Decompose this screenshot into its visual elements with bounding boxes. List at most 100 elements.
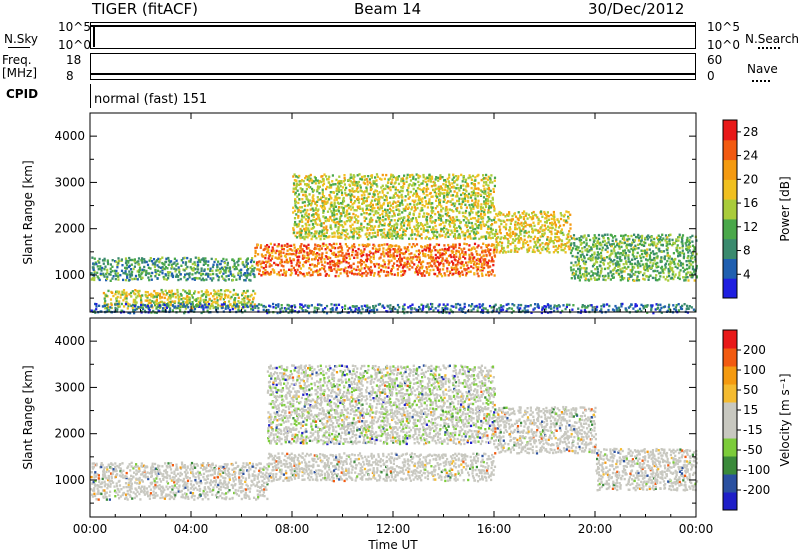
power-cell xyxy=(401,196,404,199)
power-cell xyxy=(609,278,612,281)
power-cell xyxy=(625,267,628,270)
power-cell xyxy=(233,264,236,267)
power-cell xyxy=(485,244,488,247)
power-cell xyxy=(103,275,106,278)
power-cell xyxy=(321,190,324,194)
power-cell xyxy=(404,229,407,233)
power-cell xyxy=(634,244,637,247)
power-cell xyxy=(363,219,366,223)
power-cell xyxy=(349,180,352,183)
power-cell xyxy=(373,244,376,248)
power-cell xyxy=(497,218,500,221)
power-cell xyxy=(128,278,131,282)
power-cell xyxy=(445,201,448,204)
power-cell xyxy=(313,247,316,251)
power-cell xyxy=(599,241,602,245)
power-cell xyxy=(483,202,486,205)
power-cell xyxy=(413,192,416,195)
power-cell xyxy=(479,205,482,209)
power-cell xyxy=(473,263,476,266)
power-cell xyxy=(237,300,240,303)
power-cell xyxy=(293,179,296,182)
power-cell xyxy=(102,272,105,275)
power-cell xyxy=(491,243,494,246)
power-cell xyxy=(365,197,369,200)
power-cell xyxy=(476,309,479,312)
power-cell xyxy=(344,214,347,217)
power-cell xyxy=(432,188,435,192)
power-cell xyxy=(348,257,352,260)
power-cell xyxy=(115,269,118,273)
power-cell xyxy=(377,199,381,203)
power-cell xyxy=(261,261,264,265)
power-cell xyxy=(583,262,586,265)
power-cell xyxy=(616,256,619,259)
power-cell xyxy=(487,236,490,239)
power-cell xyxy=(387,187,390,190)
power-cell xyxy=(289,273,292,277)
power-cell xyxy=(350,198,353,201)
power-cell xyxy=(649,274,652,277)
power-cell xyxy=(542,233,545,237)
power-cell xyxy=(500,236,503,239)
power-cell xyxy=(396,194,399,197)
power-cell xyxy=(517,237,520,240)
power-cell xyxy=(422,254,425,257)
power-cell xyxy=(463,263,466,267)
power-cell xyxy=(265,260,268,263)
power-cell xyxy=(300,243,303,246)
power-cell xyxy=(180,294,183,297)
power-cell xyxy=(629,262,632,266)
power-cell xyxy=(308,203,311,206)
power-cell xyxy=(277,305,280,308)
power-cell xyxy=(646,267,649,270)
power-cell xyxy=(622,234,625,238)
power-cell xyxy=(491,181,494,184)
power-cell xyxy=(594,244,597,248)
power-cell xyxy=(143,269,146,272)
power-cell xyxy=(685,244,688,247)
power-cell xyxy=(388,211,391,214)
power-cell xyxy=(415,229,418,233)
power-cell xyxy=(377,195,380,199)
power-cell xyxy=(239,257,242,260)
power-cell xyxy=(462,191,465,195)
power-cell xyxy=(399,189,403,193)
power-cell xyxy=(598,264,601,267)
power-cell xyxy=(186,303,189,307)
power-cell xyxy=(413,206,416,209)
power-cell xyxy=(495,236,498,240)
power-cell xyxy=(601,257,605,260)
power-cell xyxy=(347,219,350,222)
power-cell xyxy=(475,224,479,228)
power-cell xyxy=(361,209,364,212)
power-cell xyxy=(297,223,301,226)
power-cell xyxy=(453,235,457,238)
power-cell xyxy=(593,251,596,254)
power-cell xyxy=(455,187,458,190)
power-cell xyxy=(640,236,644,239)
power-cell xyxy=(246,271,249,275)
power-cell xyxy=(325,231,328,234)
power-cell xyxy=(310,214,314,217)
power-cell xyxy=(201,277,204,280)
power-cell xyxy=(287,304,291,307)
power-cell xyxy=(403,303,406,306)
power-cell xyxy=(549,222,552,225)
power-cell xyxy=(363,261,366,264)
power-cell xyxy=(570,237,574,240)
power-cell xyxy=(95,262,98,266)
power-cell xyxy=(363,248,366,251)
power-cell xyxy=(424,200,427,203)
power-cell xyxy=(308,304,311,308)
power-cell xyxy=(470,309,473,312)
power-cell xyxy=(661,233,664,236)
power-cell xyxy=(118,305,121,308)
power-cell xyxy=(446,248,449,251)
power-cell xyxy=(361,197,364,200)
power-cell xyxy=(550,240,553,243)
power-cell xyxy=(593,234,596,237)
power-cell xyxy=(419,222,422,225)
power-cell xyxy=(387,247,390,251)
power-cell xyxy=(93,278,96,282)
